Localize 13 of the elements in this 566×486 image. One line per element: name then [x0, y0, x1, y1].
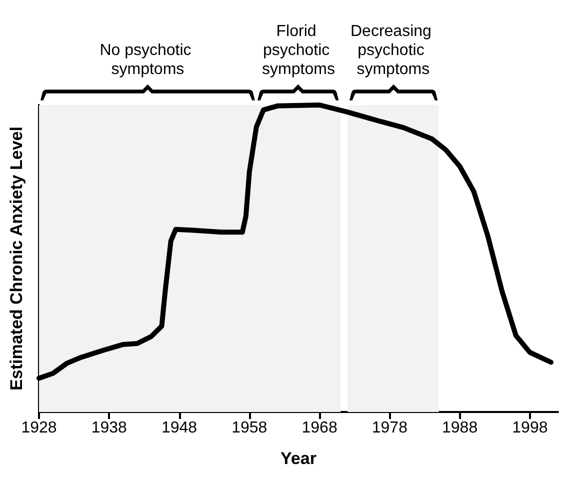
x-tick-label: 1998 — [512, 420, 548, 436]
x-tick-label: 1938 — [91, 420, 128, 436]
x-tick-label: 1968 — [302, 420, 338, 436]
x-tick-label: 1948 — [161, 420, 198, 436]
x-tick-label: 1988 — [442, 420, 478, 436]
x-tick-label: 1958 — [232, 420, 268, 436]
y-axis-title: Estimated Chronic Anxiety Level — [7, 126, 26, 390]
x-tick-label: 1978 — [372, 420, 408, 436]
band-label: No psychotic symptoms — [100, 42, 196, 78]
band-label: Florid psychotic symptoms — [262, 23, 335, 78]
band-label: Decreasing psychotic symptoms — [350, 23, 436, 78]
x-axis-title: Year — [280, 449, 317, 468]
x-tick-label: 1928 — [21, 420, 57, 436]
